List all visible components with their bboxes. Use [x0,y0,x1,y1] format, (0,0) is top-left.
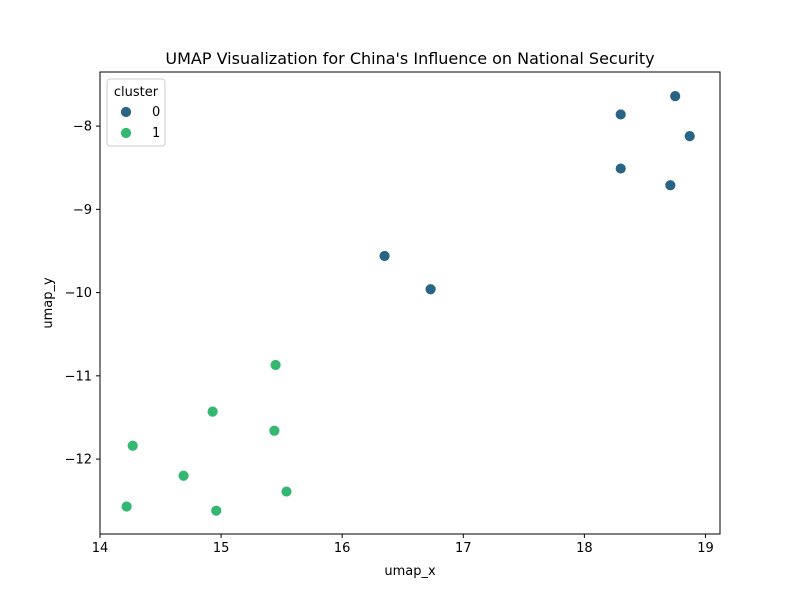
legend-label-cluster-0: 0 [152,105,160,120]
legend-label-cluster-1: 1 [152,126,160,141]
scatter-point-cluster-1 [126,439,139,452]
y-tick-label: −11 [65,369,92,384]
x-tick-label: 17 [455,541,472,556]
y-axis-label: umap_y [41,277,56,329]
scatter-point-cluster-1 [177,469,190,482]
scatter-point-cluster-0 [664,179,677,192]
scatter-point-cluster-1 [268,424,281,437]
scatter-point-cluster-1 [280,485,293,498]
scatter-point-cluster-0 [424,283,437,296]
x-tick-label: 19 [697,541,714,556]
y-tick-label: −8 [73,120,92,135]
scatter-point-cluster-0 [378,250,391,262]
y-tick-label: −10 [65,286,92,301]
legend-title: cluster [114,85,159,100]
x-axis-label: umap_x [384,564,436,579]
scatter-point-cluster-0 [614,162,627,175]
x-tick-label: 14 [92,541,109,556]
y-axis-ticks: −8 −9 −10 −11 −12 [65,120,100,468]
scatter-point-cluster-0 [669,90,682,103]
scatter-point-cluster-1 [269,359,282,371]
scatter-point-cluster-0 [614,108,627,121]
scatter-point-cluster-0 [683,130,696,142]
legend-marker-cluster-1 [120,127,132,139]
y-tick-label: −12 [65,453,92,468]
x-tick-label: 16 [334,541,351,556]
scatter-point-cluster-1 [210,504,223,517]
x-tick-label: 15 [213,541,230,556]
scatter-point-cluster-1 [206,405,219,418]
legend-marker-cluster-0 [120,106,132,118]
scatter-point-cluster-1 [120,500,133,513]
x-axis-ticks: 14 15 16 17 18 19 [92,534,714,556]
plot-area: 14 15 16 17 18 19 −8 −9 −10 −11 −12 [65,71,721,556]
data-points [120,90,696,517]
legend: cluster 0 1 [106,78,166,147]
y-tick-label: −9 [73,203,92,218]
chart-title: UMAP Visualization for China's Influence… [165,49,654,68]
x-tick-label: 18 [576,541,593,556]
plot-frame [99,71,721,535]
